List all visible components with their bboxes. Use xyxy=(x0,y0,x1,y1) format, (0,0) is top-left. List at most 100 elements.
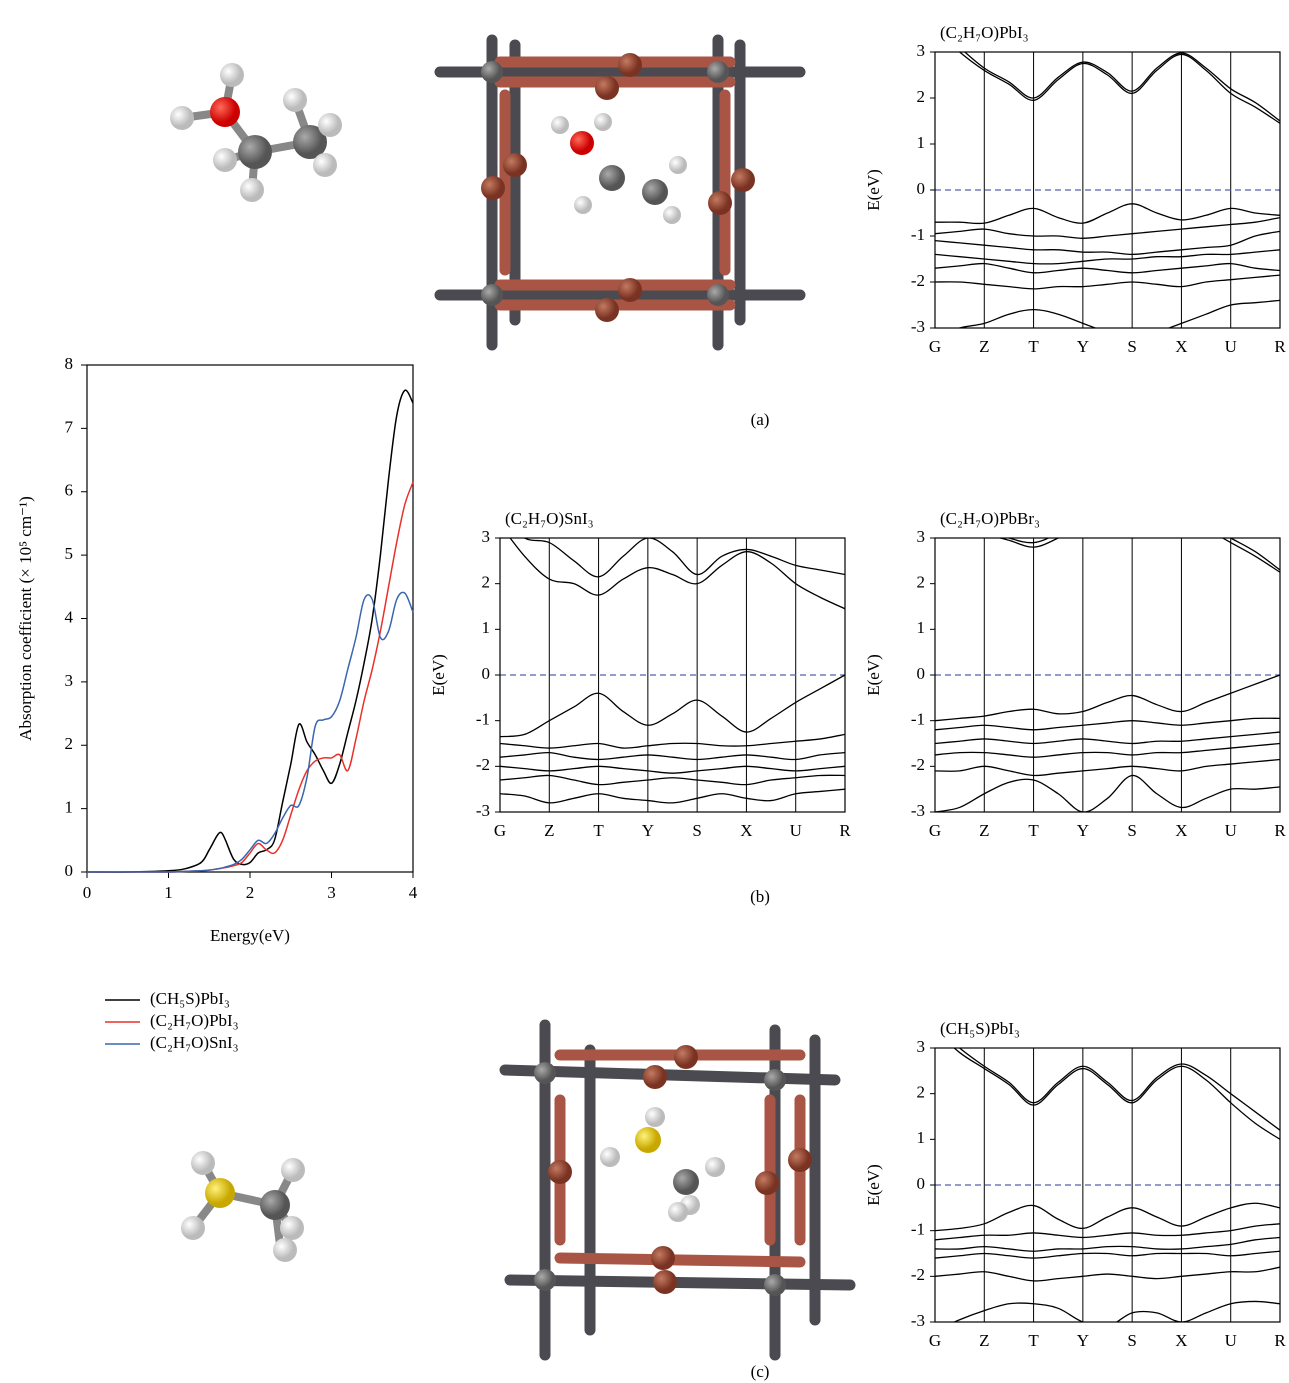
band-line xyxy=(935,1030,1280,1140)
band-line xyxy=(935,744,1280,758)
x-tick-label: X xyxy=(1175,1331,1187,1350)
y-tick-label: 2 xyxy=(917,1083,926,1102)
x-tick-label: T xyxy=(1028,337,1039,356)
band-line xyxy=(935,275,1280,289)
x-tick-label: 3 xyxy=(327,883,336,902)
x-tick-label: X xyxy=(1175,337,1187,356)
y-tick-label: 0 xyxy=(65,861,74,880)
x-tick-label: G xyxy=(494,821,506,840)
y-tick-label: -1 xyxy=(911,1220,925,1239)
band-line xyxy=(500,766,845,773)
y-tick-label: -2 xyxy=(476,755,490,774)
band-line xyxy=(500,753,845,760)
y-tick-label: 0 xyxy=(482,664,491,683)
band-line xyxy=(500,789,845,803)
panel-label: (a) xyxy=(751,410,770,429)
band-line xyxy=(500,524,845,608)
x-tick-label: S xyxy=(1127,821,1136,840)
legend-label: (CH₅S)PbI₃ xyxy=(150,989,230,1008)
y-tick-label: 3 xyxy=(65,671,74,690)
band-line xyxy=(935,1203,1280,1230)
x-tick-label: Z xyxy=(979,337,989,356)
y-tick-label: -3 xyxy=(476,801,490,820)
y-tick-label: -3 xyxy=(911,317,925,336)
y-tick-label: 2 xyxy=(917,87,926,106)
y-tick-label: 3 xyxy=(917,527,926,546)
y-tick-label: 1 xyxy=(917,618,926,637)
y-tick-label: 1 xyxy=(917,1128,926,1147)
y-axis-label: E(eV) xyxy=(864,169,883,211)
band-line xyxy=(935,759,1280,775)
band-line xyxy=(935,300,1280,341)
x-tick-label: Y xyxy=(642,821,654,840)
band-line xyxy=(935,775,1280,812)
legend-label: (C₂H₇O)PbI₃ xyxy=(150,1011,239,1030)
y-tick-label: 4 xyxy=(65,607,74,626)
y-tick-label: 3 xyxy=(917,41,926,60)
lattice-c xyxy=(505,1025,850,1355)
x-tick-label: S xyxy=(692,821,701,840)
band-line xyxy=(935,1301,1280,1331)
x-tick-label: U xyxy=(1225,821,1237,840)
y-tick-label: 6 xyxy=(65,481,74,500)
y-tick-label: 2 xyxy=(65,734,74,753)
x-tick-label: S xyxy=(1127,337,1136,356)
x-tick-label: S xyxy=(1127,1331,1136,1350)
y-tick-label: -2 xyxy=(911,271,925,290)
y-tick-label: 2 xyxy=(482,573,491,592)
band-line xyxy=(935,1238,1280,1252)
x-tick-label: U xyxy=(1225,1331,1237,1350)
band-line xyxy=(935,231,1280,254)
x-tick-label: U xyxy=(1225,337,1237,356)
x-tick-label: R xyxy=(1274,1331,1286,1350)
band-line xyxy=(935,718,1280,730)
band-line xyxy=(935,1267,1280,1281)
x-tick-label: 0 xyxy=(83,883,92,902)
absorption-line xyxy=(87,390,413,872)
y-tick-label: 0 xyxy=(917,1174,926,1193)
band-line xyxy=(935,1224,1280,1240)
band-line xyxy=(935,264,1280,273)
y-axis-label: E(eV) xyxy=(429,654,448,696)
panel-label: (b) xyxy=(750,887,770,906)
y-axis-label: Absorption coefficient (× 10⁵ cm⁻¹) xyxy=(16,496,35,741)
y-tick-label: -3 xyxy=(911,1311,925,1330)
x-tick-label: G xyxy=(929,337,941,356)
x-tick-label: U xyxy=(790,821,802,840)
y-tick-label: -1 xyxy=(911,710,925,729)
band-line xyxy=(935,1025,1280,1130)
y-tick-label: 0 xyxy=(917,664,926,683)
figure: (a) (b) (c) 01234012345678Energy(eV)Abso… xyxy=(0,0,1289,1383)
band-line xyxy=(935,29,1280,123)
y-tick-label: 2 xyxy=(917,573,926,592)
molecule-ethanol xyxy=(170,63,342,202)
x-tick-label: G xyxy=(929,1331,941,1350)
x-tick-label: X xyxy=(1175,821,1187,840)
molecule-methanethiol xyxy=(181,1151,305,1262)
x-tick-label: T xyxy=(1028,821,1039,840)
absorption-line xyxy=(87,482,413,872)
y-tick-label: 5 xyxy=(65,544,74,563)
x-tick-label: R xyxy=(1274,337,1286,356)
x-tick-label: X xyxy=(740,821,752,840)
x-tick-label: T xyxy=(1028,1331,1039,1350)
band-line xyxy=(935,1251,1280,1258)
y-axis-label: E(eV) xyxy=(864,654,883,696)
y-axis-label: E(eV) xyxy=(864,1164,883,1206)
plot-frame xyxy=(87,365,413,872)
y-tick-label: 1 xyxy=(917,133,926,152)
y-tick-label: -1 xyxy=(476,710,490,729)
band-line xyxy=(500,734,845,748)
x-tick-label: R xyxy=(839,821,851,840)
y-tick-label: 8 xyxy=(65,354,74,373)
x-tick-label: Y xyxy=(1077,337,1089,356)
x-tick-label: 2 xyxy=(246,883,255,902)
y-tick-label: 0 xyxy=(917,179,926,198)
chart-title: (C₂H₇O)SnI₃ xyxy=(505,509,594,528)
y-tick-label: -2 xyxy=(911,1265,925,1284)
band-line xyxy=(935,204,1280,224)
y-tick-label: -1 xyxy=(911,225,925,244)
x-tick-label: 1 xyxy=(164,883,173,902)
x-tick-label: Z xyxy=(544,821,554,840)
y-tick-label: 7 xyxy=(65,417,74,436)
